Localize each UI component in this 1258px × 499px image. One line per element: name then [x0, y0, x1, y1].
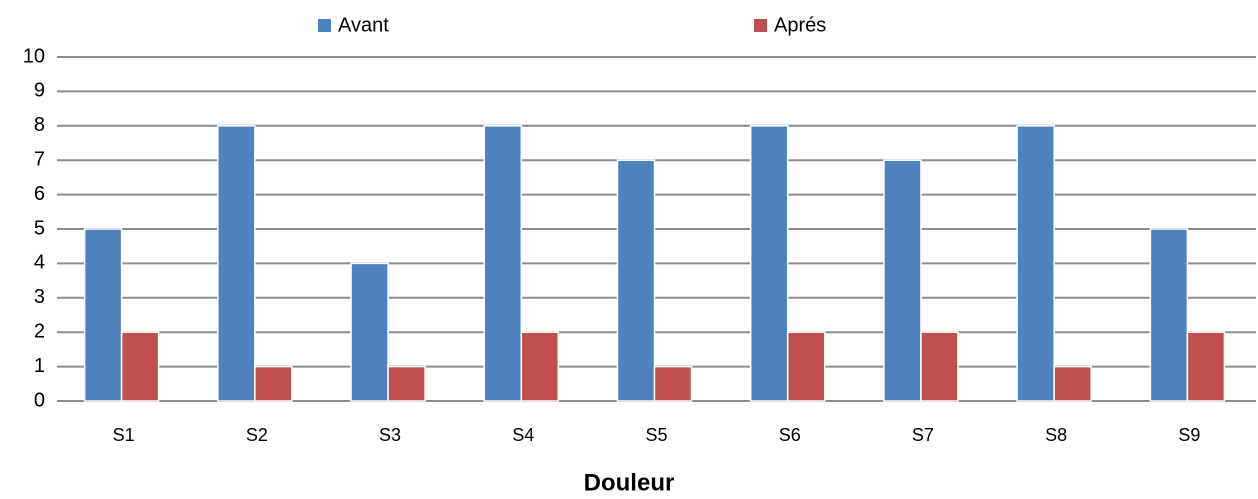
x-tick-label: S1: [113, 425, 135, 445]
y-tick-label: 6: [34, 183, 45, 205]
bar: [883, 159, 922, 402]
y-tick-label: 1: [34, 355, 45, 377]
y-tick-label: 7: [34, 148, 45, 170]
x-axis-label: Douleur: [584, 469, 675, 496]
bar: [616, 159, 656, 402]
bar: [786, 331, 826, 402]
bar: [1053, 365, 1092, 402]
y-tick-label: 9: [34, 80, 45, 102]
x-tick-label: S3: [379, 425, 401, 445]
bar: [387, 365, 426, 402]
bar: [254, 365, 293, 402]
bar: [920, 331, 959, 402]
y-tick-label: 0: [34, 389, 45, 411]
y-tick-label: 2: [34, 320, 45, 342]
bar: [1016, 125, 1055, 402]
bar: [1149, 228, 1189, 402]
x-tick-label: S7: [912, 425, 934, 445]
bar: [520, 331, 560, 402]
bar: [483, 125, 523, 402]
bar: [217, 125, 256, 402]
x-tick-label: S9: [1178, 425, 1200, 445]
x-tick-label: S4: [512, 425, 534, 445]
bar: [120, 331, 160, 402]
legend-swatch: [754, 19, 767, 32]
bar: [653, 365, 693, 402]
x-tick-label: S6: [779, 425, 801, 445]
bar: [350, 262, 389, 402]
x-tick-label: S8: [1045, 425, 1067, 445]
x-tick-label: S5: [645, 425, 667, 445]
legend-label: Avant: [338, 14, 389, 36]
legend-label: Aprés: [774, 14, 826, 36]
y-tick-label: 10: [23, 45, 45, 67]
bar: [1186, 331, 1226, 402]
y-tick-label: 5: [34, 217, 45, 239]
bar: [83, 228, 123, 402]
y-tick-label: 4: [34, 252, 45, 274]
bar: [749, 125, 789, 402]
x-tick-label: S2: [246, 425, 268, 445]
y-tick-label: 8: [34, 114, 45, 136]
legend-swatch: [318, 19, 331, 32]
y-tick-label: 3: [34, 286, 45, 308]
